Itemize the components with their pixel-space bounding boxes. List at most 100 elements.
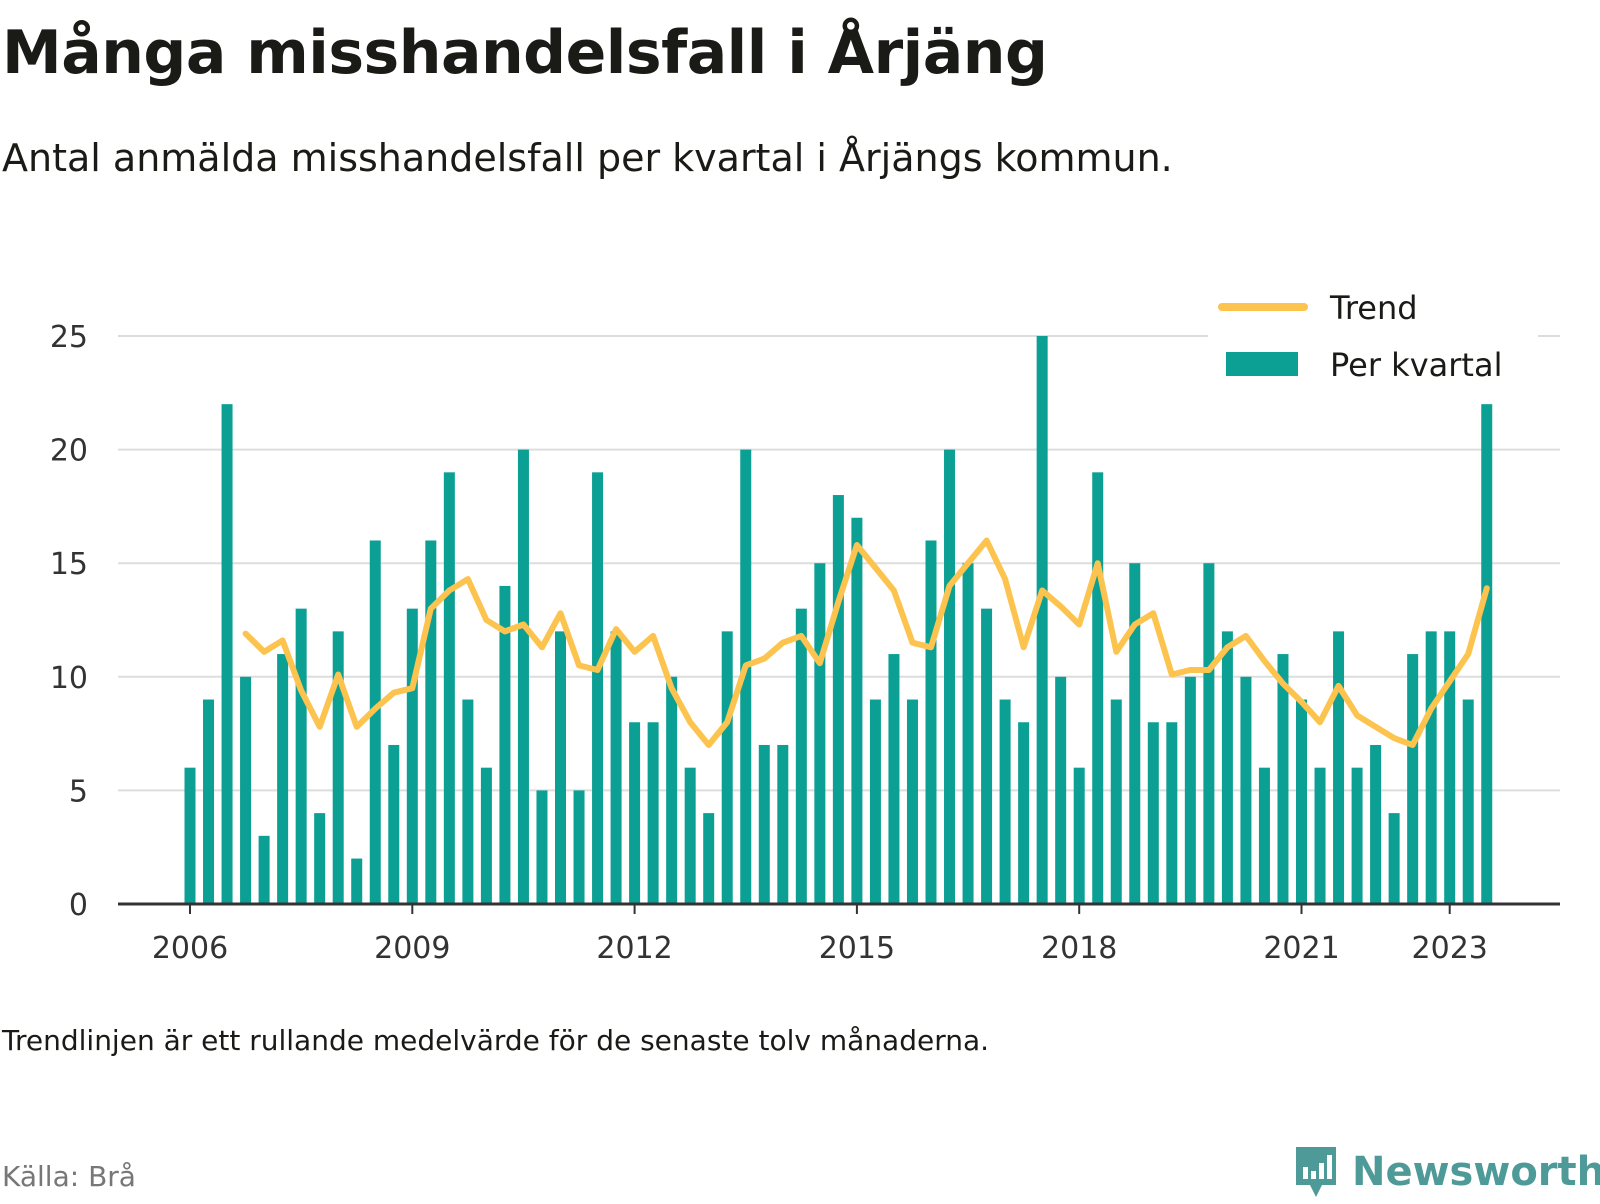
y-tick-label: 5 bbox=[69, 774, 88, 809]
bar bbox=[573, 790, 585, 904]
bar bbox=[1277, 654, 1289, 904]
x-tick-label: 2023 bbox=[1412, 931, 1488, 966]
bar bbox=[1407, 654, 1419, 904]
bar bbox=[592, 472, 604, 904]
bar bbox=[851, 517, 863, 904]
x-tick-label: 2021 bbox=[1263, 931, 1339, 966]
bar bbox=[925, 540, 937, 904]
bar bbox=[1462, 699, 1474, 904]
chart-title: Många misshandelsfall i Årjäng bbox=[2, 18, 1048, 88]
bar bbox=[517, 449, 529, 904]
newsworthy-logo-icon bbox=[1296, 1147, 1336, 1197]
bar bbox=[703, 813, 715, 904]
x-tick-label: 2009 bbox=[374, 931, 450, 966]
bar bbox=[777, 744, 789, 904]
bar bbox=[240, 676, 252, 904]
y-tick-label: 25 bbox=[50, 320, 88, 355]
bar bbox=[1370, 744, 1382, 904]
bar bbox=[1092, 472, 1104, 904]
bar bbox=[962, 563, 974, 904]
legend-per-kvartal-label: Per kvartal bbox=[1330, 346, 1502, 384]
x-tick-label: 2006 bbox=[152, 931, 228, 966]
chart-subtitle: Antal anmälda misshandelsfall per kvarta… bbox=[2, 136, 1173, 180]
bar bbox=[1351, 767, 1363, 904]
bar bbox=[1258, 767, 1270, 904]
chart-footnote: Trendlinjen är ett rullande medelvärde f… bbox=[2, 1024, 990, 1057]
brand-logo: Newsworthy bbox=[1292, 1140, 1600, 1204]
bar bbox=[906, 699, 918, 904]
bar bbox=[740, 449, 752, 904]
bar bbox=[1018, 722, 1030, 904]
bar bbox=[1110, 699, 1122, 904]
legend-trend-label: Trend bbox=[1329, 289, 1418, 327]
legend-per-kvartal-swatch bbox=[1226, 352, 1298, 376]
bar bbox=[721, 631, 733, 904]
y-axis-tick-labels: 0 5 10 15 20 25 bbox=[50, 320, 88, 923]
bar bbox=[369, 540, 381, 904]
bar bbox=[258, 835, 270, 904]
x-axis-ticks: 2006 2009 2012 2015 2018 2021 2023 bbox=[152, 904, 1488, 966]
bar bbox=[1425, 631, 1437, 904]
bar bbox=[351, 858, 363, 904]
bar bbox=[1240, 676, 1252, 904]
bar bbox=[1221, 631, 1233, 904]
bar bbox=[1055, 676, 1067, 904]
legend: Trend Per kvartal bbox=[1208, 282, 1538, 386]
bar bbox=[1036, 336, 1048, 904]
bar bbox=[1444, 631, 1456, 904]
bar bbox=[1129, 563, 1141, 904]
bar bbox=[1166, 722, 1178, 904]
bar bbox=[814, 563, 826, 904]
y-tick-label: 0 bbox=[69, 888, 88, 923]
bar bbox=[277, 654, 289, 904]
bar bbox=[499, 585, 511, 904]
brand-name: Newsworthy bbox=[1352, 1149, 1600, 1195]
bar bbox=[629, 722, 641, 904]
bar bbox=[610, 631, 622, 904]
bar-series-per-kvartal bbox=[184, 336, 1493, 904]
x-tick-label: 2012 bbox=[596, 931, 672, 966]
bar bbox=[832, 495, 844, 904]
bar bbox=[1073, 767, 1085, 904]
bar bbox=[758, 744, 770, 904]
x-tick-label: 2015 bbox=[819, 931, 895, 966]
bar bbox=[999, 699, 1011, 904]
x-tick-label: 2018 bbox=[1041, 931, 1117, 966]
bar bbox=[1147, 722, 1159, 904]
bar bbox=[443, 472, 455, 904]
y-tick-label: 15 bbox=[50, 547, 88, 582]
bar bbox=[314, 813, 326, 904]
line-series-trend bbox=[242, 537, 1490, 748]
bar bbox=[555, 631, 566, 904]
bar bbox=[332, 631, 344, 904]
bar bbox=[480, 767, 492, 904]
y-tick-label: 20 bbox=[50, 434, 88, 469]
bar bbox=[1388, 813, 1400, 904]
bar bbox=[1481, 404, 1493, 904]
source-note: Källa: Brå bbox=[2, 1160, 136, 1193]
bar bbox=[869, 699, 881, 904]
bar bbox=[944, 449, 956, 904]
bar bbox=[425, 540, 437, 904]
bar bbox=[221, 404, 233, 904]
y-tick-label: 10 bbox=[50, 661, 88, 696]
bar bbox=[184, 767, 196, 904]
bar bbox=[1184, 676, 1196, 904]
bar bbox=[295, 608, 307, 904]
bar bbox=[888, 654, 900, 904]
bar bbox=[684, 767, 696, 904]
bar bbox=[406, 608, 418, 904]
bar bbox=[536, 790, 548, 904]
bar bbox=[1203, 563, 1215, 904]
bar bbox=[388, 744, 400, 904]
bar bbox=[462, 699, 474, 904]
bar bbox=[647, 722, 659, 904]
trend-line bbox=[242, 537, 1490, 748]
bar bbox=[1296, 699, 1307, 904]
bar bbox=[203, 699, 215, 904]
bar bbox=[981, 608, 993, 904]
bar bbox=[1333, 631, 1345, 904]
bar bbox=[666, 676, 678, 904]
bar bbox=[1314, 767, 1326, 904]
